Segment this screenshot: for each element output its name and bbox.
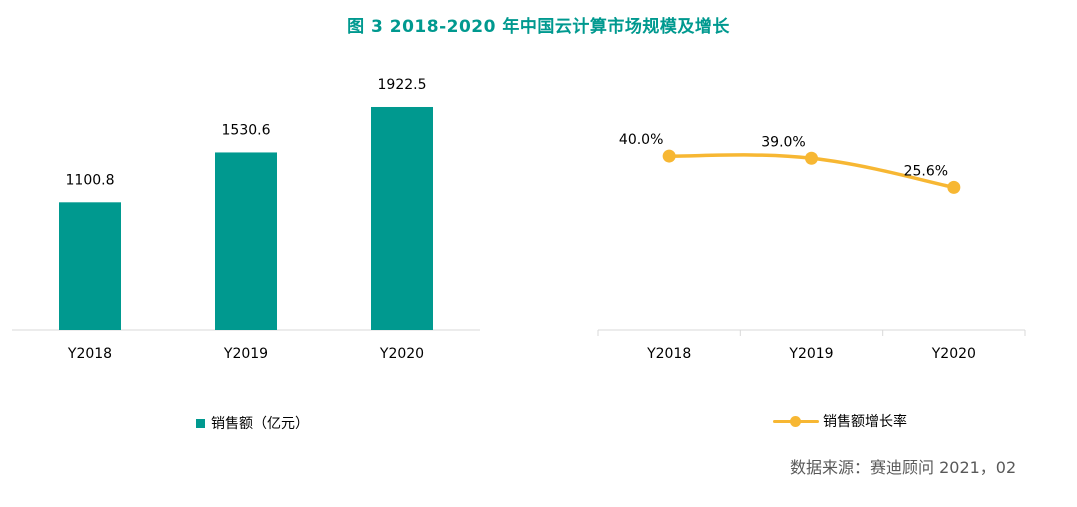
growth-value-label: 25.6% bbox=[904, 163, 948, 179]
bar-Y2020 bbox=[371, 106, 433, 331]
bar-x-tick-label: Y2020 bbox=[379, 346, 424, 362]
bar-Y2019 bbox=[215, 152, 277, 330]
line-x-tick-label: Y2018 bbox=[646, 346, 691, 362]
line-x-tick-label: Y2020 bbox=[931, 346, 976, 362]
figure-title: 图 3 2018-2020 年中国云计算市场规模及增长 bbox=[347, 17, 730, 37]
bar-x-tick-label: Y2019 bbox=[223, 346, 268, 362]
bar-value-label: 1530.6 bbox=[222, 122, 271, 138]
bar-legend-swatch bbox=[196, 418, 205, 428]
growth-value-label: 39.0% bbox=[761, 134, 805, 150]
bar-x-tick-label: Y2018 bbox=[67, 346, 112, 362]
line-legend-swatch bbox=[773, 414, 819, 428]
bar-Y2018 bbox=[59, 202, 121, 330]
bar-value-label: 1922.5 bbox=[378, 77, 427, 93]
line-x-tick-label: Y2019 bbox=[788, 346, 833, 362]
bar-legend: 销售额（亿元） bbox=[196, 413, 309, 433]
growth-point-Y2020 bbox=[947, 180, 961, 194]
growth-value-label: 40.0% bbox=[619, 132, 663, 148]
line-legend-label: 销售额增长率 bbox=[823, 414, 907, 430]
growth-point-Y2019 bbox=[805, 151, 818, 165]
bar-legend-label: 销售额（亿元） bbox=[211, 416, 309, 432]
source-note: 数据来源：赛迪顾问 2021，02 bbox=[790, 458, 1017, 477]
growth-point-Y2018 bbox=[662, 149, 676, 163]
line-legend: 销售额增长率 bbox=[773, 411, 907, 431]
bar-value-label: 1100.8 bbox=[66, 172, 115, 188]
